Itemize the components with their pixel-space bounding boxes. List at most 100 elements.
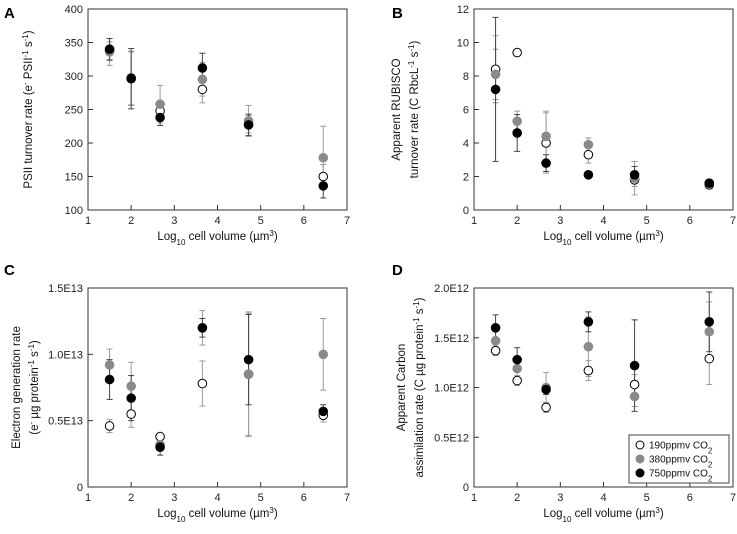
y-tick-label: 300	[65, 71, 83, 83]
x-axis-label: Log10 cell volume (µm3)	[543, 229, 664, 247]
point-380ppmv	[155, 99, 165, 109]
y-axis-label: PSII turnover rate (e- PSII-1 s-1)	[21, 30, 36, 188]
point-380ppmv	[512, 116, 522, 127]
x-tick-label: 6	[687, 215, 693, 227]
point-750ppmv	[490, 84, 501, 95]
plot-frame	[87, 8, 348, 211]
x-tick-label: 3	[557, 215, 563, 227]
y-tick-label: 0.5E13	[48, 416, 83, 428]
x-tick-label: 6	[301, 215, 307, 227]
point-750ppmv	[243, 354, 254, 365]
x-tick-label: 1	[471, 215, 477, 227]
point-750ppmv	[704, 178, 715, 188]
y-tick-label: 350	[65, 38, 83, 50]
x-tick-label: 3	[171, 492, 177, 504]
x-tick-label: 2	[514, 215, 520, 227]
y-tick-label: 200	[65, 138, 83, 150]
y-axis-label-line2: (e- µg protein-1 s-1)	[27, 340, 42, 435]
point-380ppmv	[583, 341, 594, 352]
point-190ppmv	[541, 402, 551, 413]
y-tick-label: 150	[65, 172, 83, 184]
x-axis-label: Log10 cell volume (µm3)	[157, 229, 278, 247]
point-750ppmv	[197, 323, 208, 333]
x-tick-label: 7	[730, 492, 736, 504]
point-190ppmv	[583, 365, 594, 376]
y-tick-label: 1.0E13	[48, 349, 83, 361]
y-axis-label-line2: assimilation rate (C µg protein-1 s-1)	[412, 297, 427, 477]
point-750ppmv	[512, 354, 522, 365]
legend-entry-750ppmv: 750ppmv CO2	[649, 469, 713, 484]
point-380ppmv	[629, 391, 640, 402]
legend-marker-750ppmv	[635, 468, 645, 478]
point-750ppmv	[629, 170, 640, 180]
point-380ppmv	[197, 74, 208, 85]
x-axis-label: Log10 cell volume (µm3)	[543, 506, 664, 524]
x-tick-label: 1	[85, 215, 91, 227]
panel-letter: B	[392, 5, 403, 22]
point-190ppmv	[512, 47, 522, 58]
point-190ppmv	[512, 375, 522, 386]
point-190ppmv	[126, 409, 136, 419]
point-380ppmv	[318, 152, 329, 163]
point-380ppmv	[512, 363, 522, 374]
y-tick-label: 100	[65, 205, 83, 217]
y-tick-label: 2	[463, 172, 469, 184]
x-tick-label: 5	[258, 492, 264, 504]
legend-marker-190ppmv	[635, 440, 645, 450]
y-tick-label: 0	[77, 482, 83, 494]
x-tick-label: 4	[214, 492, 220, 504]
point-750ppmv	[126, 393, 136, 403]
point-190ppmv	[704, 353, 715, 364]
x-tick-label: 3	[557, 492, 563, 504]
point-750ppmv	[318, 406, 329, 417]
x-tick-label: 7	[344, 215, 350, 227]
point-750ppmv	[197, 63, 208, 73]
legend-marker-380ppmv	[635, 454, 645, 464]
point-750ppmv	[104, 44, 115, 55]
y-tick-label: 1.5E12	[434, 333, 469, 345]
point-750ppmv	[126, 73, 136, 84]
y-axis-label-line1: Electron generation rate	[11, 326, 23, 449]
x-tick-label: 7	[730, 215, 736, 227]
y-tick-label: 400	[65, 4, 83, 16]
point-750ppmv	[704, 317, 715, 327]
y-axis-label-line1: Apparent Carbon	[396, 344, 408, 432]
y-tick-label: 1.5E13	[48, 283, 83, 295]
legend-box	[628, 434, 730, 484]
y-tick-label: 250	[65, 105, 83, 117]
x-tick-label: 1	[85, 492, 91, 504]
point-190ppmv	[155, 431, 165, 442]
plot-frame	[473, 8, 734, 211]
x-tick-label: 7	[344, 492, 350, 504]
panel-a: A 1 2 3 4 5 6 7 100 150 200 250 300 350 400 Log10 cell …	[4, 4, 350, 247]
point-380ppmv	[126, 381, 136, 391]
point-750ppmv	[490, 323, 501, 333]
x-tick-label: 5	[644, 492, 650, 504]
point-750ppmv	[155, 442, 165, 453]
point-750ppmv	[318, 181, 329, 191]
x-tick-label: 4	[214, 215, 220, 227]
x-tick-label: 5	[258, 215, 264, 227]
x-tick-label: 4	[600, 215, 606, 227]
y-tick-label: 10	[457, 38, 469, 50]
point-750ppmv	[104, 374, 115, 385]
panel-letter: A	[4, 5, 15, 22]
point-190ppmv	[583, 149, 594, 160]
point-190ppmv	[629, 379, 640, 390]
panel-letter: D	[392, 262, 403, 279]
point-750ppmv	[512, 128, 522, 138]
x-tick-label: 1	[471, 492, 477, 504]
point-750ppmv	[583, 317, 594, 327]
x-tick-label: 5	[644, 215, 650, 227]
point-380ppmv	[243, 369, 254, 380]
y-tick-label: 0	[463, 482, 469, 494]
point-750ppmv	[243, 120, 254, 130]
point-380ppmv	[318, 349, 329, 360]
legend-entry-380ppmv: 380ppmv CO2	[649, 455, 713, 470]
x-axis-label: Log10 cell volume (µm3)	[157, 506, 278, 524]
point-190ppmv	[318, 171, 329, 182]
point-380ppmv	[583, 139, 594, 150]
panel-letter: C	[4, 262, 15, 279]
point-380ppmv	[490, 335, 501, 346]
